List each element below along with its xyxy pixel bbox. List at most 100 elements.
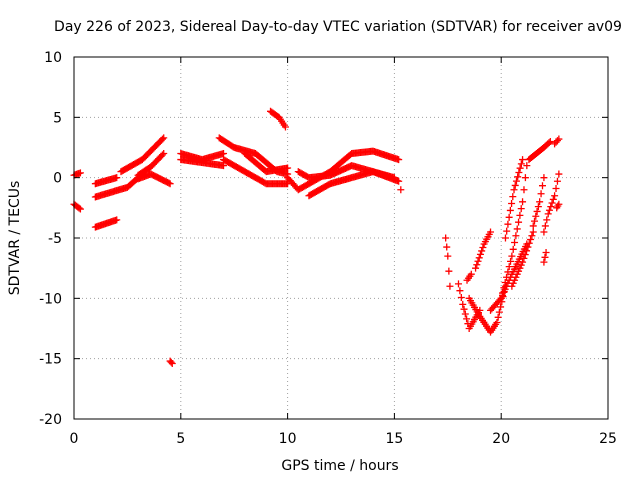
data-point xyxy=(519,258,527,266)
data-point xyxy=(511,276,519,284)
x-tick-labels: 0 5 10 15 20 25 xyxy=(70,431,617,447)
data-point xyxy=(540,174,548,182)
data-point xyxy=(168,359,176,367)
data-point xyxy=(540,228,548,236)
data-point xyxy=(281,123,289,131)
data-point xyxy=(541,222,549,230)
data-point xyxy=(553,137,561,145)
data-point xyxy=(508,282,516,290)
data-points xyxy=(70,107,563,367)
data-point xyxy=(463,315,471,323)
data-point xyxy=(548,199,556,207)
data-point xyxy=(513,225,521,233)
data-point xyxy=(545,206,553,214)
data-point xyxy=(454,280,462,288)
data-point xyxy=(158,135,166,143)
data-point xyxy=(113,174,121,182)
data-point xyxy=(547,203,555,211)
data-point xyxy=(553,177,561,185)
data-point xyxy=(538,182,546,190)
data-point xyxy=(534,203,542,211)
data-point xyxy=(503,227,511,235)
data-point xyxy=(523,247,531,255)
y-tick-labels: -20 -15 -10 -5 0 5 10 xyxy=(39,50,62,428)
data-point xyxy=(519,198,527,206)
data-point xyxy=(520,186,528,194)
data-point xyxy=(523,162,531,170)
data-point xyxy=(512,273,520,281)
data-point xyxy=(511,239,519,247)
data-point xyxy=(501,234,509,242)
x-axis-label: GPS time / hours xyxy=(281,458,398,474)
data-point xyxy=(515,267,523,275)
data-point xyxy=(540,258,548,266)
data-point xyxy=(503,273,511,281)
data-point xyxy=(76,169,84,177)
data-point xyxy=(521,174,529,182)
data-point xyxy=(395,156,403,164)
x-tick-label: 15 xyxy=(385,431,403,447)
data-point xyxy=(167,358,175,366)
data-point xyxy=(555,200,563,208)
data-point xyxy=(445,267,453,275)
data-point xyxy=(543,216,551,224)
data-point xyxy=(541,253,549,261)
data-point xyxy=(517,261,525,269)
data-point xyxy=(517,160,525,168)
data-point xyxy=(474,257,482,265)
data-point xyxy=(501,278,509,286)
data-point xyxy=(459,300,467,308)
data-point xyxy=(443,243,451,251)
data-point xyxy=(555,170,563,178)
x-tick-label: 25 xyxy=(599,431,617,447)
data-point xyxy=(496,296,504,304)
data-point xyxy=(478,247,486,255)
data-point xyxy=(513,270,521,278)
data-point xyxy=(495,308,503,316)
data-point xyxy=(166,180,174,188)
data-point xyxy=(505,213,513,221)
chart-title: Day 226 of 2023, Sidereal Day-to-day VTE… xyxy=(54,19,622,35)
data-point xyxy=(505,263,513,271)
data-point xyxy=(508,252,516,260)
data-point xyxy=(546,137,554,145)
data-point xyxy=(542,248,550,256)
data-point xyxy=(113,216,121,224)
data-point xyxy=(472,264,480,272)
data-point xyxy=(520,254,528,262)
data-point xyxy=(516,164,524,172)
data-point xyxy=(501,285,509,293)
data-point xyxy=(476,250,484,258)
data-point xyxy=(506,206,514,214)
data-point xyxy=(528,232,536,240)
data-point xyxy=(536,198,544,206)
data-point xyxy=(499,289,507,297)
data-point xyxy=(552,185,560,193)
data-point xyxy=(512,232,520,240)
data-point xyxy=(487,228,495,236)
tick-marks xyxy=(73,56,609,420)
data-point xyxy=(456,287,464,295)
data-point xyxy=(160,134,168,142)
data-point xyxy=(395,177,403,185)
data-point xyxy=(397,186,405,194)
data-point xyxy=(516,264,524,272)
data-point xyxy=(555,135,563,143)
data-point xyxy=(467,270,475,278)
data-point xyxy=(509,193,517,201)
data-point xyxy=(500,284,508,292)
data-point xyxy=(514,173,522,181)
data-point xyxy=(504,220,512,228)
data-point xyxy=(515,218,523,226)
data-point xyxy=(524,243,532,251)
data-point xyxy=(460,305,468,313)
y-axis-label: SDTVAR / TECUs xyxy=(7,181,23,296)
x-tick-label: 10 xyxy=(279,431,297,447)
data-point xyxy=(525,239,533,247)
data-point xyxy=(497,303,505,311)
data-point xyxy=(529,222,537,230)
data-point xyxy=(494,313,502,321)
data-point xyxy=(516,211,524,219)
data-point xyxy=(475,254,483,262)
